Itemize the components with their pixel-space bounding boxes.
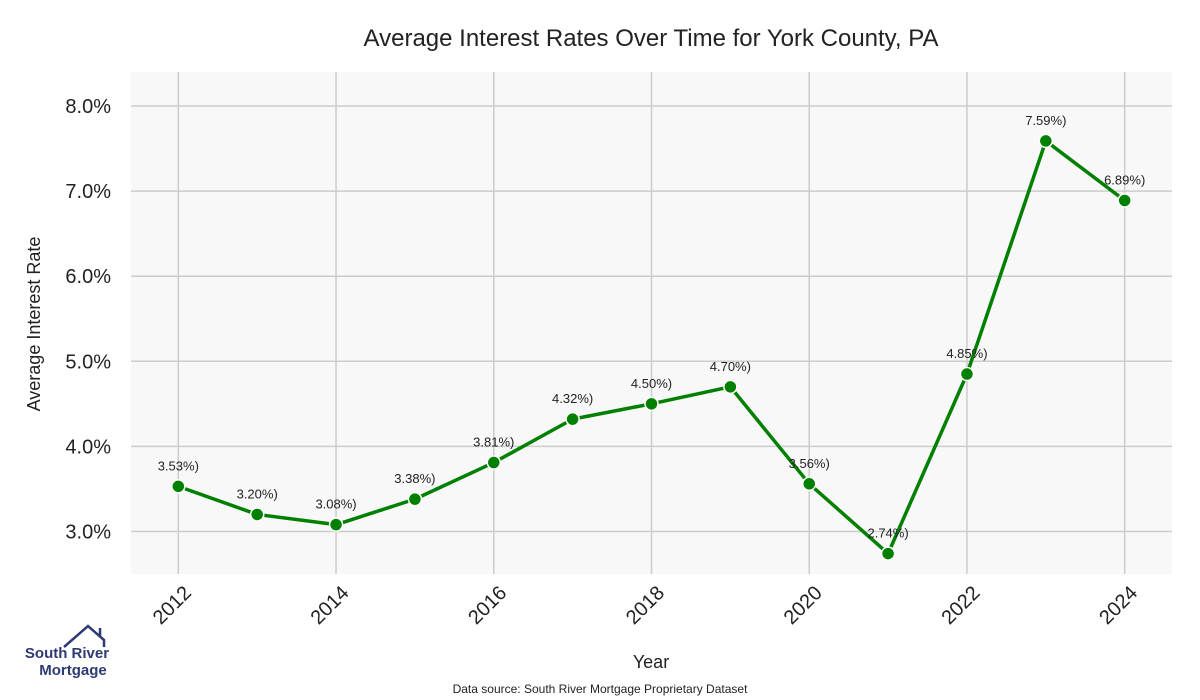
data-label: 4.85%)	[946, 346, 987, 361]
y-axis-label: Average Interest Rate	[24, 237, 44, 412]
data-label: 3.53%)	[158, 458, 199, 473]
data-point	[1038, 133, 1054, 149]
x-axis-label: Year	[633, 652, 669, 672]
x-tick-label: 2016	[464, 582, 511, 629]
x-axis-ticks: 2012 2014 2016 2018 2020 2022 2024	[149, 582, 1142, 629]
data-point	[171, 479, 186, 494]
company-logo: South River Mortgage	[25, 624, 109, 679]
data-point	[723, 379, 738, 395]
logo-line-2: Mortgage	[39, 662, 107, 679]
data-label: 4.50%)	[631, 376, 672, 391]
x-tick-label: 2022	[937, 582, 984, 629]
y-axis-ticks: 3.0% 4.0% 5.0% 6.0% 7.0% 8.0%	[65, 96, 111, 543]
data-label: 4.32%)	[552, 391, 593, 406]
x-tick-label: 2014	[307, 582, 354, 629]
data-point	[565, 411, 580, 427]
house-roof-icon	[63, 624, 106, 648]
logo-line-1: South River	[25, 645, 109, 662]
data-point	[644, 396, 659, 412]
data-point	[407, 491, 423, 507]
y-tick-label: 4.0%	[65, 436, 111, 458]
data-label: 3.20%)	[237, 486, 278, 501]
data-point	[1117, 193, 1132, 208]
y-tick-label: 7.0%	[65, 181, 111, 203]
data-label: 3.08%)	[315, 497, 356, 512]
x-tick-label: 2024	[1095, 582, 1142, 629]
data-point	[486, 455, 502, 470]
data-labels: 3.53%) 3.20%) 3.08%) 3.38%) 3.81%) 4.32%) 4.50…	[158, 113, 1146, 541]
data-label: 3.38%)	[394, 471, 435, 486]
x-tick-label: 2012	[149, 582, 196, 629]
x-tick-label: 2020	[780, 582, 827, 629]
data-point	[801, 476, 817, 492]
data-label: 6.89%)	[1104, 172, 1145, 187]
y-tick-label: 6.0%	[65, 266, 111, 288]
y-tick-label: 8.0%	[65, 96, 111, 118]
data-label: 3.56%)	[789, 456, 830, 471]
chart-title: Average Interest Rates Over Time for Yor…	[364, 25, 939, 52]
data-label: 2.74%)	[867, 526, 908, 541]
data-point	[880, 546, 896, 561]
data-point	[328, 517, 344, 532]
data-label: 3.81%)	[473, 435, 514, 450]
y-tick-label: 3.0%	[65, 521, 111, 543]
data-label: 4.70%)	[710, 359, 751, 374]
x-tick-label: 2018	[622, 582, 669, 629]
y-tick-label: 5.0%	[65, 351, 111, 373]
data-source: Data source: South River Mortgage Propri…	[453, 682, 748, 696]
data-point	[959, 366, 975, 382]
data-label: 7.59%)	[1025, 113, 1066, 128]
data-points	[171, 133, 1132, 561]
data-point	[249, 507, 265, 522]
